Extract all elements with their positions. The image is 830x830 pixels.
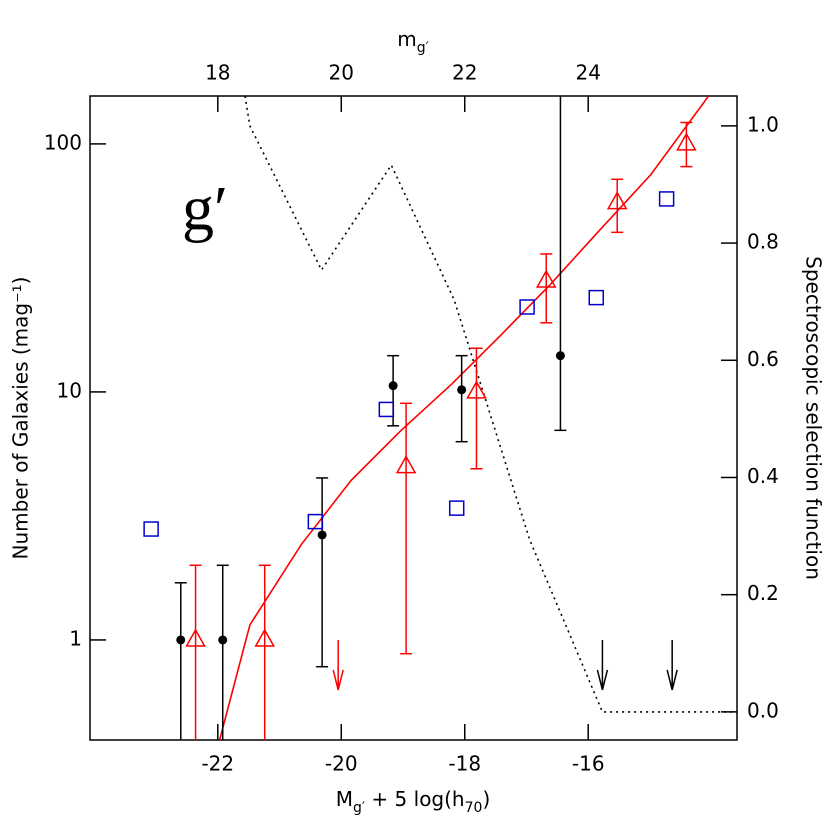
- selection-function: [244, 95, 737, 713]
- y-tick-label: 10: [57, 378, 82, 402]
- point: [317, 530, 327, 540]
- upper-limit-arrow: [596, 639, 609, 691]
- point: [519, 299, 535, 315]
- point: [535, 269, 557, 288]
- y-tick-label: 1: [69, 626, 82, 650]
- x2-axis-label: mg′: [397, 27, 429, 57]
- point: [254, 628, 275, 647]
- x-tick-label: -20: [325, 752, 358, 776]
- x-tick-label: -22: [201, 752, 234, 776]
- y-axis-label: Number of Galaxies (mag⁻¹): [9, 277, 33, 560]
- upper-limit-arrow: [666, 639, 678, 691]
- point: [395, 455, 417, 474]
- point: [307, 513, 324, 530]
- y2-tick-label: 0.8: [747, 230, 779, 254]
- label-part: ): [482, 787, 490, 811]
- fit-curve: [218, 95, 710, 741]
- y2-tick-label: 0.0: [747, 698, 779, 722]
- point: [185, 628, 206, 647]
- x-axis-label: Mg′ + 5 log(h70): [336, 787, 491, 817]
- point: [176, 635, 186, 645]
- point: [378, 401, 395, 418]
- point: [588, 289, 604, 306]
- point: [457, 385, 467, 395]
- label-part: g′: [417, 40, 429, 56]
- point: [658, 191, 675, 207]
- upper-limit-arrow: [332, 639, 344, 691]
- label-part: + 5 log(h: [365, 787, 465, 811]
- y-tick-label: 100: [44, 130, 82, 154]
- y2-axis-label: Spectroscopic selection function: [802, 256, 826, 580]
- point: [218, 635, 228, 645]
- x-tick-label: -18: [448, 752, 481, 776]
- x-tick-label: -16: [572, 752, 605, 776]
- annotation: g′: [182, 173, 228, 244]
- plot-frame: [89, 95, 738, 741]
- point: [676, 132, 697, 151]
- label-part: M: [336, 787, 353, 811]
- x2-tick-label: 24: [575, 61, 600, 85]
- y2-tick-label: 0.4: [747, 464, 779, 488]
- x2-tick-label: 20: [329, 61, 354, 85]
- point: [466, 380, 487, 399]
- point: [448, 500, 465, 516]
- label-part: m: [397, 27, 416, 51]
- x2-tick-label: 18: [205, 61, 230, 85]
- point: [143, 521, 159, 537]
- point: [388, 381, 398, 391]
- x2-tick-label: 22: [452, 61, 477, 85]
- label-part: g′: [353, 800, 365, 816]
- y2-tick-label: 0.2: [747, 581, 779, 605]
- y2-tick-label: 0.6: [747, 347, 779, 371]
- y2-tick-label: 1.0: [747, 112, 779, 136]
- point: [555, 351, 565, 361]
- point: [606, 191, 628, 210]
- label-part: 70: [465, 800, 483, 816]
